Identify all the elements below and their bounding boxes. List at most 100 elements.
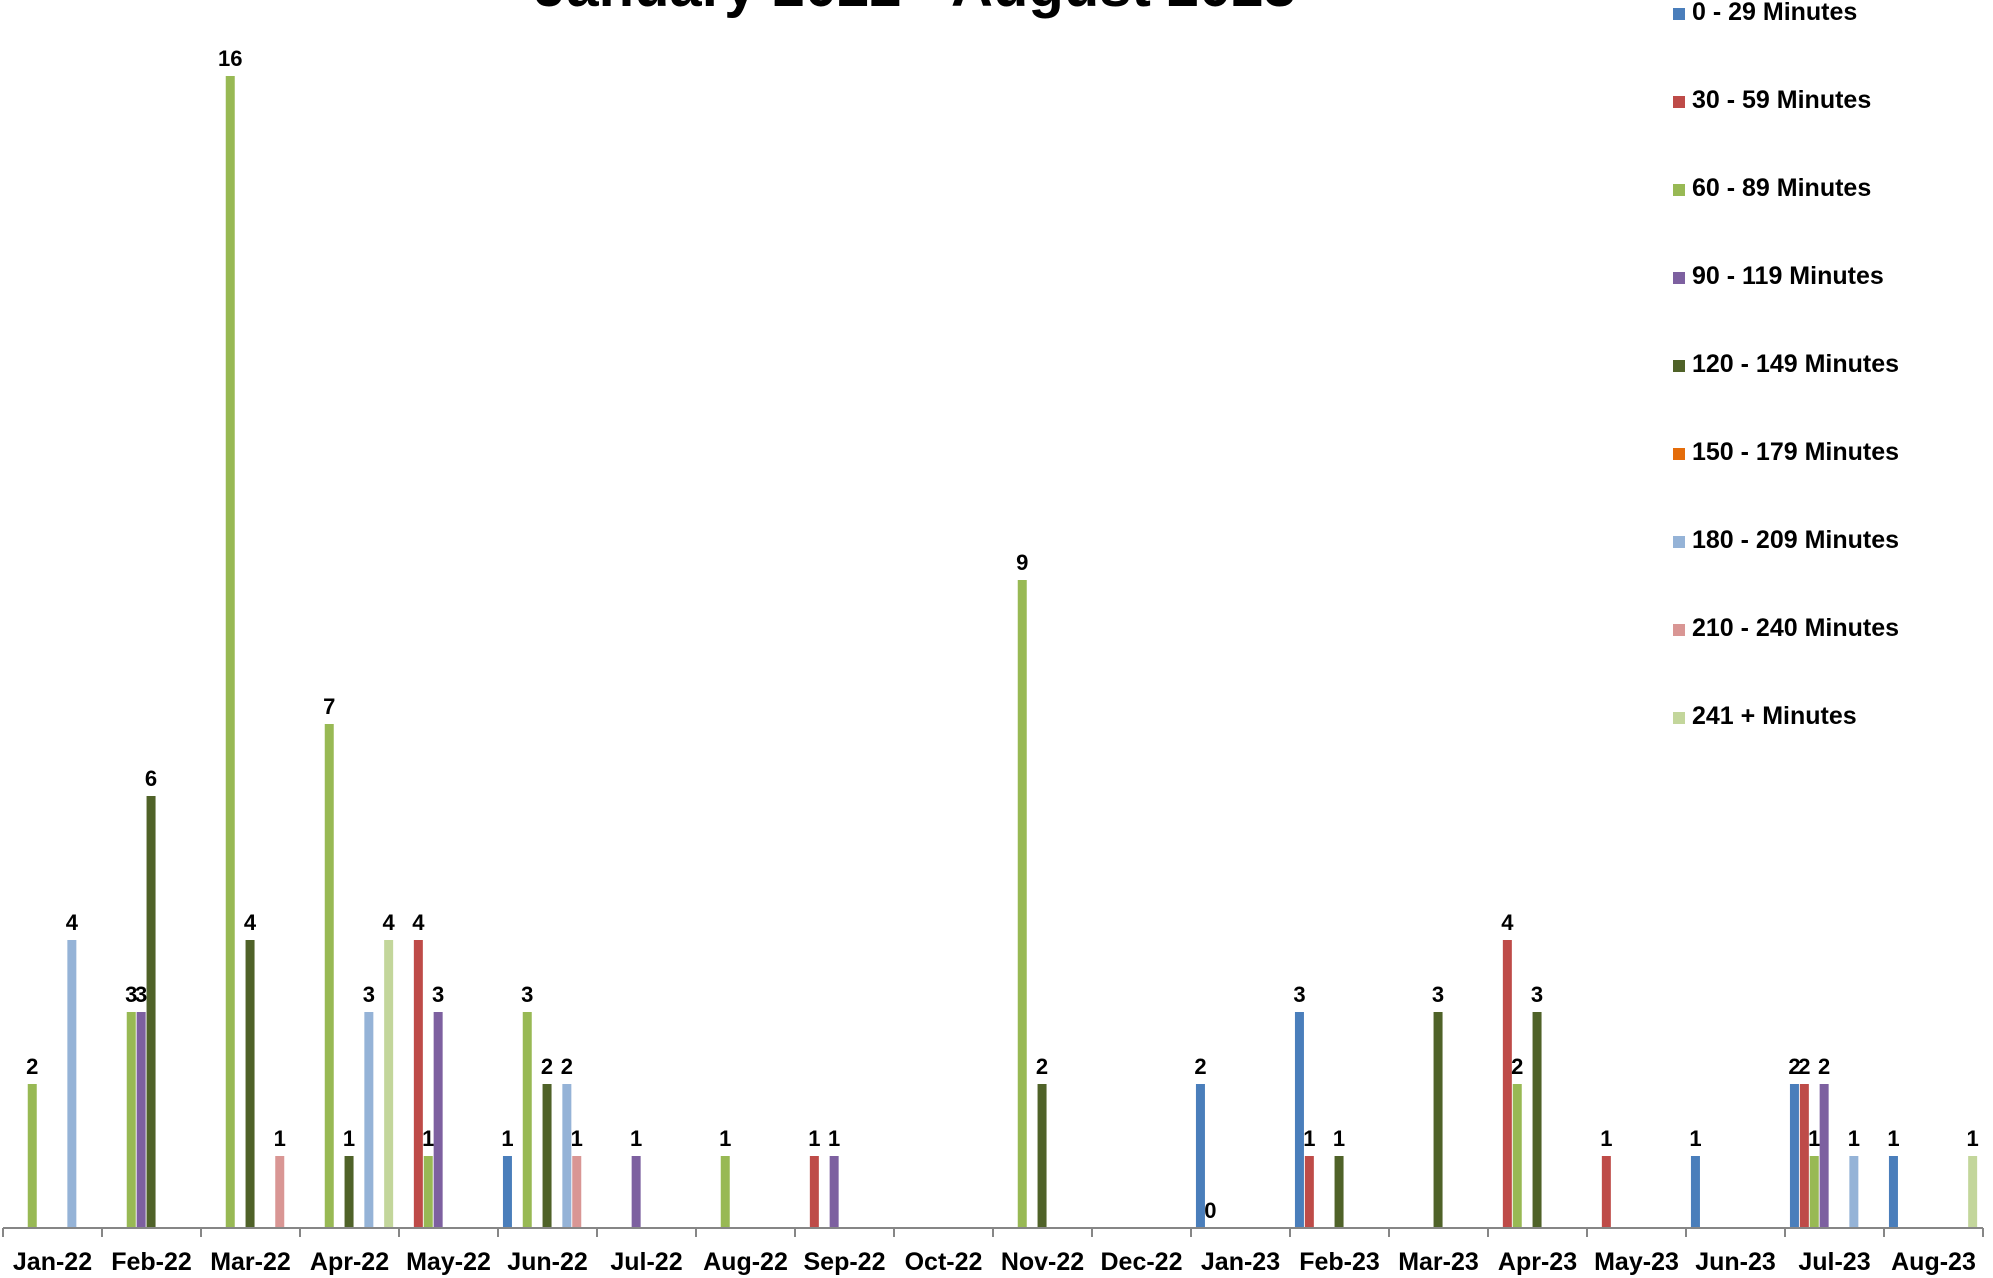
bar: [344, 1156, 354, 1228]
x-tick-label: Mar-22: [210, 1248, 291, 1276]
bar: [1849, 1156, 1859, 1228]
x-axis: Jan-22 Feb-22 Mar-22 Apr-22 May-22 Jun-22 Jul-…: [2, 1227, 1984, 1276]
data-label: 1: [1887, 1126, 1899, 1151]
data-label: 1: [630, 1126, 642, 1151]
bar: [1799, 1084, 1809, 1228]
data-label: 1: [719, 1126, 731, 1151]
x-tick-label: Sep-22: [804, 1248, 886, 1276]
legend-label: 180 - 209 Minutes: [1692, 526, 1899, 554]
legend-swatch: [1673, 8, 1685, 20]
data-label: 1: [501, 1126, 513, 1151]
data-label: 1: [1689, 1126, 1701, 1151]
bar: [423, 1156, 433, 1228]
data-label: 4: [66, 910, 79, 935]
data-label: 2: [26, 1054, 38, 1079]
data-label: 2: [541, 1054, 553, 1079]
legend-swatch: [1673, 536, 1685, 548]
bar: [829, 1156, 839, 1228]
data-label: 4: [1501, 910, 1514, 935]
legend-swatch: [1673, 272, 1685, 284]
bar: [433, 1012, 443, 1228]
x-tick-label: Oct-22: [905, 1248, 983, 1276]
data-label: 1: [1848, 1126, 1860, 1151]
data-label: 3: [1432, 982, 1444, 1007]
bar: [1294, 1012, 1304, 1228]
bar: [631, 1156, 641, 1228]
bar: [1502, 940, 1512, 1228]
bar: [364, 1012, 374, 1228]
bar: [225, 76, 235, 1228]
legend-label: 60 - 89 Minutes: [1692, 174, 1871, 202]
bar: [1037, 1084, 1047, 1228]
bar: [1532, 1012, 1542, 1228]
bar: [136, 1012, 146, 1228]
x-tick-label: Feb-23: [1299, 1248, 1380, 1276]
data-label: 2: [561, 1054, 573, 1079]
x-tick-label: Mar-23: [1398, 1248, 1479, 1276]
bar: [1433, 1012, 1443, 1228]
data-label: 1: [1967, 1126, 1979, 1151]
legend-swatch: [1673, 360, 1685, 372]
data-label: 4: [244, 910, 257, 935]
bar: [67, 940, 77, 1228]
data-label: 3: [1293, 982, 1305, 1007]
bar: [720, 1156, 730, 1228]
x-tick-label: May-22: [406, 1248, 491, 1276]
bar: [1888, 1156, 1898, 1228]
x-tick-label: Jan-22: [13, 1248, 92, 1276]
data-label: 7: [323, 694, 335, 719]
x-tick-label: Jan-23: [1201, 1248, 1280, 1276]
legend-label: 90 - 119 Minutes: [1692, 262, 1884, 290]
bar: [1819, 1084, 1829, 1228]
x-tick-label: Jun-22: [507, 1248, 588, 1276]
data-label: 6: [145, 766, 157, 791]
bar: [1601, 1156, 1611, 1228]
legend-swatch: [1673, 448, 1685, 460]
data-label: 3: [363, 982, 375, 1007]
bar: [1789, 1084, 1799, 1228]
bar: [1968, 1156, 1978, 1228]
bar: [413, 940, 423, 1228]
data-label: 1: [343, 1126, 355, 1151]
legend-swatch: [1673, 712, 1685, 724]
bar: [572, 1156, 582, 1228]
bar: [146, 796, 156, 1228]
chart-title: January 2022 - August 2023: [534, 0, 1296, 19]
bar: [275, 1156, 285, 1228]
data-label: 3: [521, 982, 533, 1007]
data-label: 16: [218, 46, 242, 71]
bar: [324, 724, 334, 1228]
bar: [1809, 1156, 1819, 1228]
data-label: 4: [383, 910, 396, 935]
x-tick-label: Aug-23: [1891, 1248, 1976, 1276]
data-label: 3: [125, 982, 137, 1007]
bar: [1334, 1156, 1344, 1228]
legend-label: 210 - 240 Minutes: [1692, 614, 1899, 642]
bar: [562, 1084, 572, 1228]
x-tick-label: Nov-22: [1001, 1248, 1084, 1276]
data-label: 2: [1036, 1054, 1048, 1079]
x-tick-label: Feb-22: [111, 1248, 192, 1276]
bar: [809, 1156, 819, 1228]
bar: [522, 1012, 532, 1228]
data-label: 1: [571, 1126, 583, 1151]
data-label: 2: [1798, 1054, 1810, 1079]
x-tick-label: Jul-23: [1798, 1248, 1870, 1276]
data-label: 1: [422, 1126, 434, 1151]
data-label: 3: [432, 982, 444, 1007]
data-label: 2: [1511, 1054, 1523, 1079]
data-label: 9: [1016, 550, 1028, 575]
x-tick-label: Dec-22: [1101, 1248, 1183, 1276]
data-label: 1: [274, 1126, 286, 1151]
bar: [245, 940, 255, 1228]
x-tick-label: Jun-23: [1695, 1248, 1776, 1276]
legend-label: 150 - 179 Minutes: [1692, 438, 1899, 466]
bar: [1017, 580, 1027, 1228]
legend-label: 30 - 59 Minutes: [1692, 86, 1871, 114]
data-label: 4: [412, 910, 425, 935]
bar: [1512, 1084, 1522, 1228]
data-label: 3: [1531, 982, 1543, 1007]
data-label: 2: [1194, 1054, 1206, 1079]
